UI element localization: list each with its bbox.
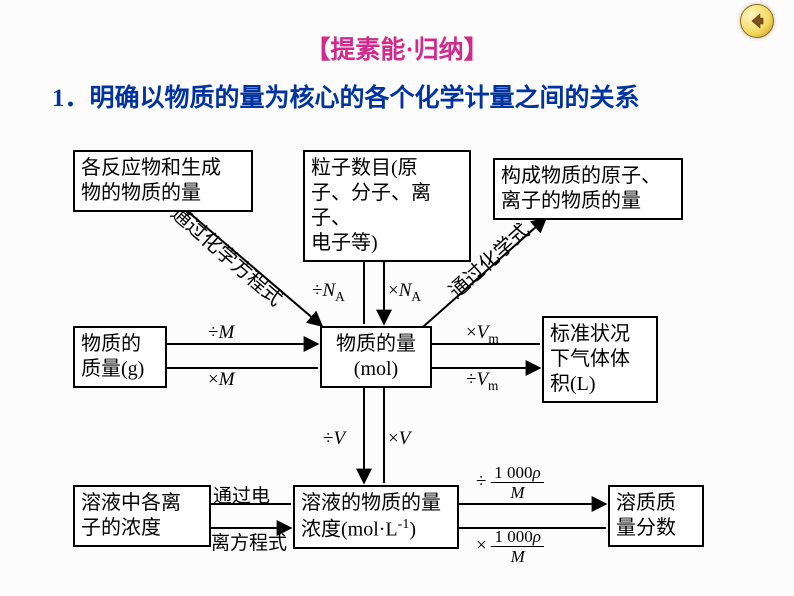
node-particle-count: 粒子数目(原子、分子、离子、电子等)	[303, 150, 471, 262]
node-gas-volume: 标准状况下气体体积(L)	[542, 316, 658, 403]
page-title: 【提素能·归纳】	[0, 30, 794, 66]
node-atoms-ions: 构成物质的原子、离子的物质的量	[493, 158, 683, 220]
page-subtitle: 1．明确以物质的量为核心的各个化学计量之间的关系	[52, 78, 640, 114]
label-div-frac: ÷ 1 000ρ M	[476, 464, 544, 501]
concept-diagram: 通过化学方程式 通过化学式 ÷NA ×NA ÷M ×M ×Vm ÷Vm ÷V ×…	[68, 140, 718, 580]
label-div-m: ÷M	[208, 322, 234, 344]
node-ion-concentration: 溶液中各离子的浓度	[73, 485, 211, 547]
label-mul-v: ×V	[388, 428, 410, 450]
back-arrow-icon	[748, 12, 766, 30]
label-ionize-2: 离方程式	[211, 528, 287, 555]
node-solution-concentration: 溶液的物质的量浓度(mol·L-1)	[293, 485, 459, 549]
node-center: 物质的量(mol)	[320, 326, 432, 388]
label-div-v: ÷V	[323, 428, 345, 450]
label-mul-m: ×M	[208, 369, 235, 391]
node-mass-fraction: 溶质质量分数	[608, 485, 704, 547]
node-reactants: 各反应物和生成物的物质的量	[73, 150, 253, 212]
label-mul-na: ×NA	[388, 280, 421, 305]
label-ionize-1: 通过电	[213, 481, 270, 508]
label-div-vm: ÷Vm	[466, 369, 498, 394]
label-mul-frac: × 1 000ρ M	[476, 528, 544, 565]
node-mass: 物质的质量(g)	[73, 326, 167, 388]
label-mul-vm: ×Vm	[466, 322, 499, 347]
label-div-na: ÷NA	[312, 280, 345, 305]
